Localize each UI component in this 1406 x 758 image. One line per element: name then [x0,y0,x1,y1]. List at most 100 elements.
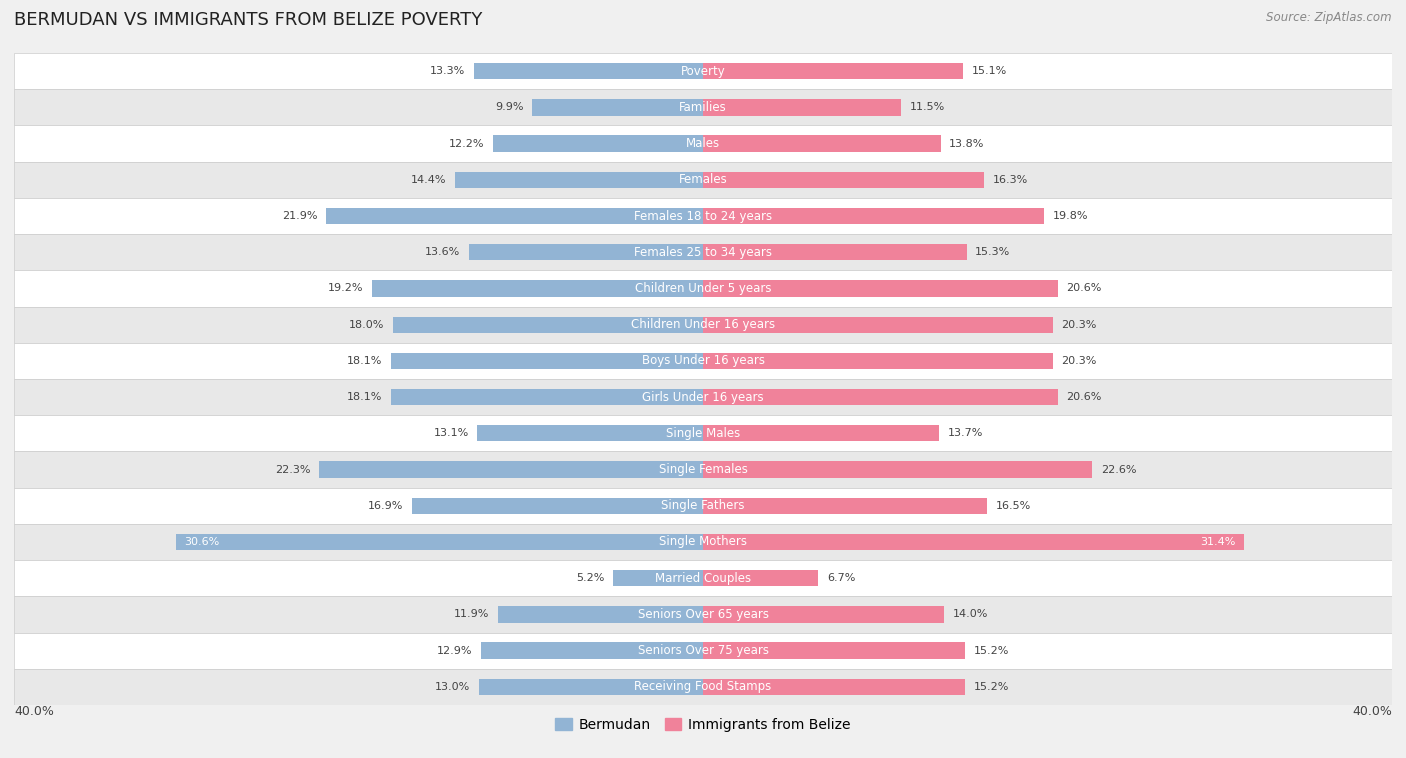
Bar [14,560,1392,597]
Text: 15.2%: 15.2% [973,682,1008,692]
Bar [498,606,703,622]
Text: 15.3%: 15.3% [976,247,1011,257]
Text: 40.0%: 40.0% [1353,705,1392,718]
Text: 14.4%: 14.4% [411,175,446,185]
Text: 16.5%: 16.5% [995,501,1031,511]
Text: 13.6%: 13.6% [425,247,460,257]
Text: 9.9%: 9.9% [495,102,524,112]
Text: 22.3%: 22.3% [274,465,311,475]
Text: Seniors Over 75 years: Seniors Over 75 years [637,644,769,657]
Text: 40.0%: 40.0% [14,705,53,718]
Bar [703,425,939,441]
Text: 20.3%: 20.3% [1062,356,1097,366]
Bar [703,497,987,514]
Text: 16.9%: 16.9% [368,501,404,511]
Text: 13.3%: 13.3% [430,66,465,76]
Bar [14,234,1392,271]
Text: 20.3%: 20.3% [1062,320,1097,330]
Text: BERMUDAN VS IMMIGRANTS FROM BELIZE POVERTY: BERMUDAN VS IMMIGRANTS FROM BELIZE POVER… [14,11,482,30]
Text: 11.9%: 11.9% [454,609,489,619]
Text: Females 25 to 34 years: Females 25 to 34 years [634,246,772,258]
Text: 15.2%: 15.2% [973,646,1008,656]
Bar [703,352,1053,369]
Bar [391,352,703,369]
Text: Married Couples: Married Couples [655,572,751,584]
Bar [14,126,1392,161]
Text: Source: ZipAtlas.com: Source: ZipAtlas.com [1267,11,1392,24]
Text: 20.6%: 20.6% [1066,392,1102,402]
Bar [703,462,1092,478]
Bar [391,389,703,406]
Bar [14,452,1392,487]
Text: 11.5%: 11.5% [910,102,945,112]
Bar [14,271,1392,306]
Bar [14,524,1392,560]
Bar [494,136,703,152]
Text: 14.0%: 14.0% [953,609,988,619]
Bar [703,63,963,80]
Bar [14,597,1392,632]
Text: Families: Families [679,101,727,114]
Text: 20.6%: 20.6% [1066,283,1102,293]
Text: Females 18 to 24 years: Females 18 to 24 years [634,209,772,223]
Text: Females: Females [679,174,727,186]
Bar [703,534,1244,550]
Text: Seniors Over 65 years: Seniors Over 65 years [637,608,769,621]
Bar [481,643,703,659]
Bar [456,171,703,188]
Bar [14,53,1392,89]
Bar [703,643,965,659]
Bar [703,606,945,622]
Bar [14,487,1392,524]
Text: 13.7%: 13.7% [948,428,983,438]
Bar [468,244,703,261]
Bar [14,632,1392,669]
Text: Girls Under 16 years: Girls Under 16 years [643,390,763,403]
Bar [703,280,1057,296]
Text: 13.8%: 13.8% [949,139,984,149]
Text: 12.9%: 12.9% [437,646,472,656]
Bar [703,208,1045,224]
Text: 18.1%: 18.1% [347,392,382,402]
Text: 22.6%: 22.6% [1101,465,1136,475]
Text: Children Under 16 years: Children Under 16 years [631,318,775,331]
Text: 13.1%: 13.1% [433,428,468,438]
Bar [14,89,1392,126]
Text: 16.3%: 16.3% [993,175,1028,185]
Text: 30.6%: 30.6% [184,537,219,547]
Bar [326,208,703,224]
Bar [703,99,901,115]
Text: 6.7%: 6.7% [827,573,855,583]
Bar [703,317,1053,333]
Bar [703,136,941,152]
Bar [14,379,1392,415]
Text: 18.1%: 18.1% [347,356,382,366]
Bar [703,678,965,695]
Bar [533,99,703,115]
Bar [373,280,703,296]
Text: Children Under 5 years: Children Under 5 years [634,282,772,295]
Bar [703,171,984,188]
Text: 31.4%: 31.4% [1199,537,1236,547]
Bar [478,425,703,441]
Bar [392,317,703,333]
Text: 18.0%: 18.0% [349,320,384,330]
Text: Boys Under 16 years: Boys Under 16 years [641,355,765,368]
Bar [14,415,1392,452]
Bar [14,343,1392,379]
Legend: Bermudan, Immigrants from Belize: Bermudan, Immigrants from Belize [550,712,856,737]
Text: 13.0%: 13.0% [436,682,471,692]
Text: 21.9%: 21.9% [281,211,318,221]
Text: Poverty: Poverty [681,64,725,77]
Text: Receiving Food Stamps: Receiving Food Stamps [634,681,772,694]
Bar [613,570,703,587]
Bar [479,678,703,695]
Text: Males: Males [686,137,720,150]
Text: Single Males: Single Males [666,427,740,440]
Text: 5.2%: 5.2% [576,573,605,583]
Text: 15.1%: 15.1% [972,66,1007,76]
Bar [703,570,818,587]
Text: 19.8%: 19.8% [1053,211,1088,221]
Bar [14,306,1392,343]
Text: Single Mothers: Single Mothers [659,535,747,549]
